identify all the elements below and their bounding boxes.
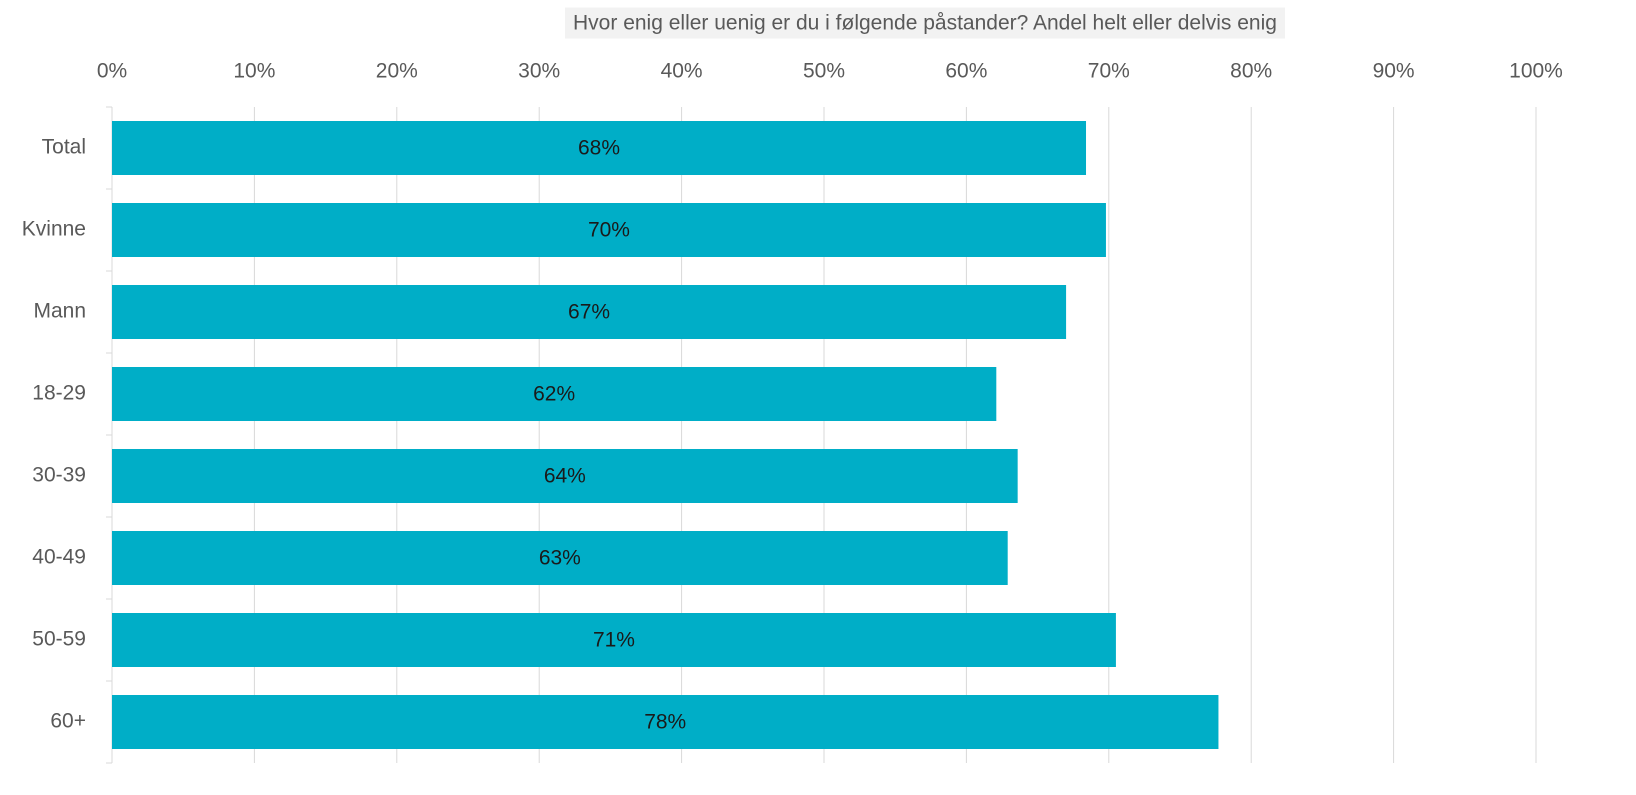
x-tick-label: 80% xyxy=(1230,60,1272,83)
bar xyxy=(112,121,1087,175)
x-tick-label: 50% xyxy=(803,60,845,83)
y-tick-label: 30-39 xyxy=(32,464,86,487)
y-tick-label: Mann xyxy=(33,300,86,323)
y-tick-label: 40-49 xyxy=(32,546,86,569)
chart-title: Hvor enig eller uenig er du i følgende p… xyxy=(573,12,1277,35)
bar xyxy=(112,531,1008,585)
bar xyxy=(112,285,1067,339)
x-tick-label: 90% xyxy=(1373,60,1415,83)
y-tick-label: 60+ xyxy=(50,710,86,733)
data-label: 62% xyxy=(533,383,575,406)
bar xyxy=(112,695,1219,749)
data-label: 64% xyxy=(544,465,586,488)
bar xyxy=(112,367,997,421)
bar xyxy=(112,613,1116,667)
title-background xyxy=(565,7,1285,39)
x-tick-label: 0% xyxy=(97,60,127,83)
x-tick-label: 40% xyxy=(661,60,703,83)
y-tick-label: Total xyxy=(42,136,86,159)
x-tick-label: 70% xyxy=(1088,60,1130,83)
x-tick-label: 20% xyxy=(376,60,418,83)
data-label: 70% xyxy=(588,219,630,242)
data-label: 67% xyxy=(568,301,610,324)
bar xyxy=(112,203,1106,257)
x-tick-label: 100% xyxy=(1509,60,1563,83)
bar xyxy=(112,449,1018,503)
x-tick-label: 10% xyxy=(233,60,275,83)
y-tick-label: 50-59 xyxy=(32,628,86,651)
y-tick-label: Kvinne xyxy=(22,218,86,241)
x-tick-label: 30% xyxy=(518,60,560,83)
data-label: 78% xyxy=(644,711,686,734)
data-label: 71% xyxy=(593,629,635,652)
data-label: 63% xyxy=(539,547,581,570)
data-label: 68% xyxy=(578,137,620,160)
y-tick-label: 18-29 xyxy=(32,382,86,405)
x-tick-label: 60% xyxy=(945,60,987,83)
